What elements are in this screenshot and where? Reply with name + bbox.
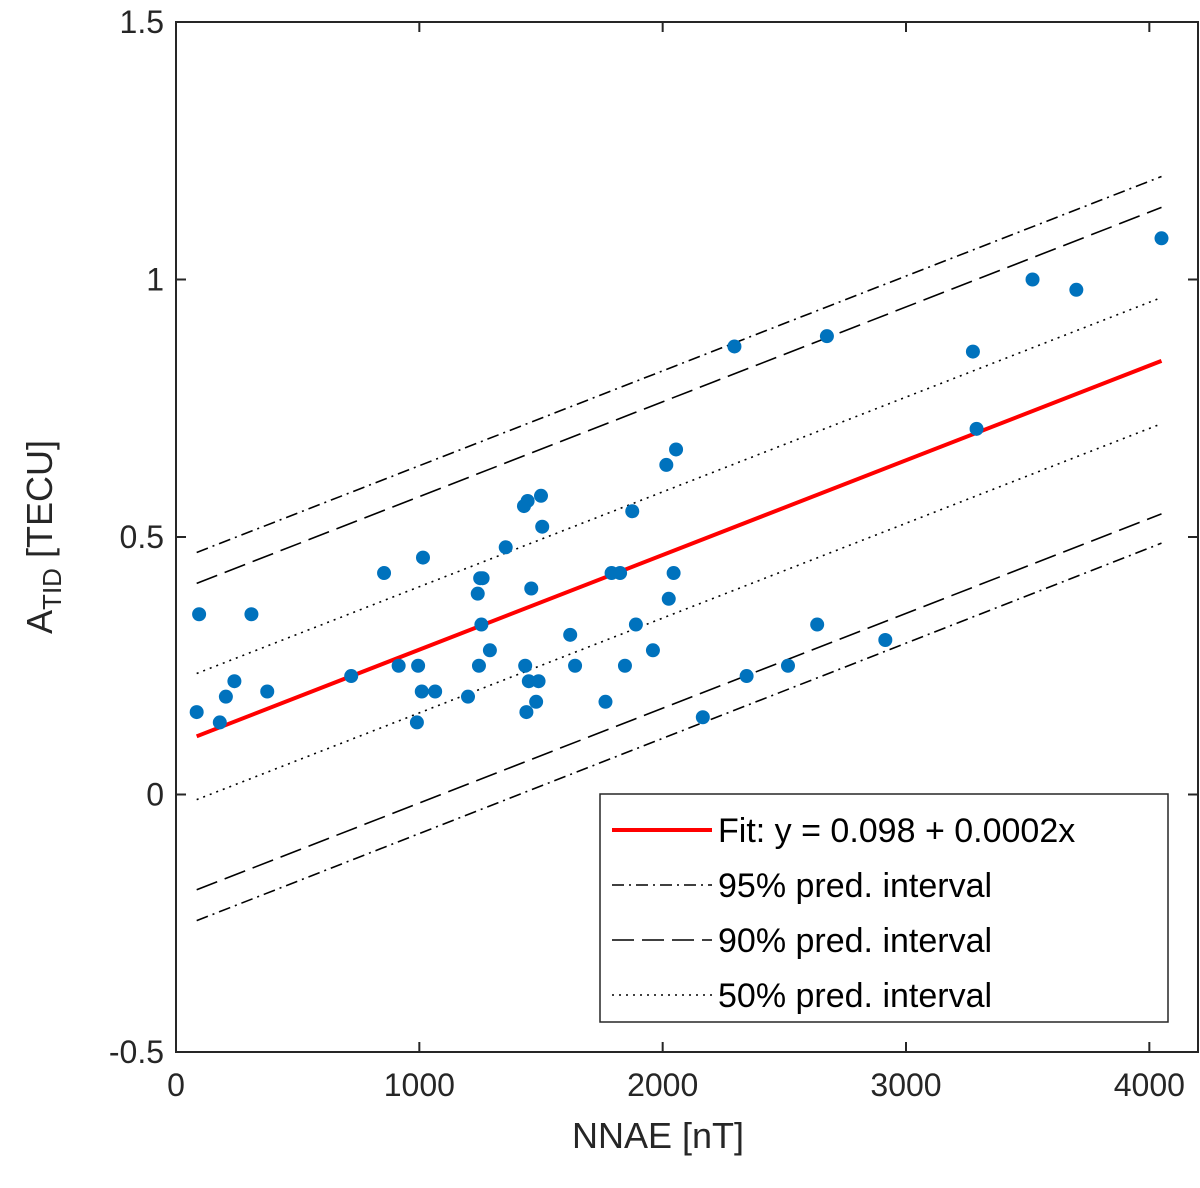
legend: Fit: y = 0.098 + 0.0002x 95% pred. interv… <box>599 793 1169 1023</box>
series-line-90-pred-interval <box>196 206 1162 585</box>
legend-label: 50% pred. interval <box>718 977 992 1015</box>
x-tick-label: 1000 <box>384 1067 455 1103</box>
data-point <box>625 504 640 519</box>
data-point <box>659 457 674 472</box>
data-point <box>415 550 430 565</box>
data-point <box>628 617 643 632</box>
data-point <box>613 566 628 581</box>
series-line-90-pred-interval-lower <box>196 513 1162 891</box>
data-point <box>471 658 486 673</box>
data-point <box>218 689 233 704</box>
data-point <box>727 339 742 354</box>
data-point <box>695 710 710 725</box>
data-point <box>519 705 534 720</box>
data-point <box>780 658 795 673</box>
data-point <box>669 442 684 457</box>
data-point <box>475 571 490 586</box>
legend-items: Fit: y = 0.098 + 0.0002x 95% pred. interv… <box>612 812 1075 1015</box>
series-line-95-pred-interval <box>196 175 1162 554</box>
y-axis-title-subscript: TID <box>37 568 67 610</box>
legend-label: 90% pred. interval <box>718 922 992 960</box>
data-point <box>377 566 392 581</box>
y-tick-label: -0.5 <box>109 1034 164 1070</box>
data-point <box>461 689 475 704</box>
x-tick-label: 4000 <box>1114 1067 1185 1103</box>
data-point <box>414 684 429 699</box>
data-point <box>391 658 406 673</box>
data-point <box>470 586 485 601</box>
data-point <box>739 669 754 684</box>
data-point <box>965 344 980 359</box>
data-point <box>192 607 207 622</box>
data-point <box>212 715 227 730</box>
data-point <box>428 684 443 699</box>
data-point <box>529 694 544 709</box>
data-point <box>344 669 359 684</box>
x-tick-label: 0 <box>167 1067 185 1103</box>
data-point <box>1154 231 1169 246</box>
data-point <box>568 658 583 673</box>
data-point <box>227 674 242 689</box>
y-tick-label: 1 <box>146 262 164 298</box>
x-tick-label: 3000 <box>870 1067 941 1103</box>
data-point <box>260 684 275 699</box>
data-point <box>645 643 660 658</box>
y-tick-label: 0.5 <box>120 519 164 555</box>
data-point <box>521 674 536 689</box>
data-point <box>518 658 533 673</box>
data-point <box>1069 282 1084 297</box>
series-line-50-pred-interval-lower <box>196 422 1162 801</box>
data-point <box>810 617 825 632</box>
data-points <box>189 231 1169 730</box>
data-point <box>617 658 632 673</box>
data-point <box>520 493 535 508</box>
data-point <box>474 617 489 632</box>
data-point <box>531 674 546 689</box>
data-point <box>534 488 548 503</box>
data-point <box>598 694 613 709</box>
axis-ticks: 0 1000 2000 3000 4000-0.500.511.5 <box>109 4 1198 1103</box>
data-point <box>409 715 424 730</box>
data-point <box>819 329 834 344</box>
legend-label: Fit: y = 0.098 + 0.0002x <box>718 812 1075 850</box>
series-line-95-pred-interval-lower <box>196 542 1162 922</box>
data-point <box>1025 272 1040 287</box>
data-point <box>563 627 578 642</box>
data-point <box>666 566 681 581</box>
y-tick-label: 1.5 <box>120 4 164 40</box>
data-point <box>189 705 204 720</box>
data-point <box>524 581 539 596</box>
y-tick-label: 0 <box>146 777 164 813</box>
x-axis-title: NNAE [nT] <box>572 1115 744 1156</box>
series-line-50-pred-interval <box>196 296 1162 675</box>
x-tick-label: 2000 <box>627 1067 698 1103</box>
data-point <box>411 658 426 673</box>
data-point <box>244 607 259 622</box>
data-point <box>498 540 513 555</box>
y-axis-title-main: A <box>19 610 60 634</box>
y-axis-title: ATID [TECU] <box>19 440 67 634</box>
data-point <box>482 643 497 658</box>
legend-label: 95% pred. interval <box>718 867 992 905</box>
y-axis-title-unit: [TECU] <box>19 440 60 568</box>
data-point <box>969 421 984 436</box>
data-point <box>661 591 676 606</box>
data-point <box>878 633 893 647</box>
data-point <box>535 519 550 534</box>
